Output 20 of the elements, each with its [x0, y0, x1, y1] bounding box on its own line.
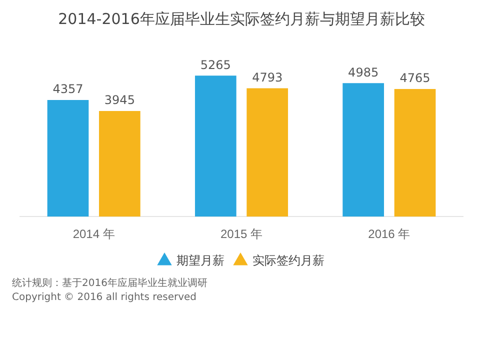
data-label: 4357	[52, 82, 84, 96]
bar	[47, 100, 89, 217]
data-label: 4793	[252, 70, 283, 84]
legend-label: 实际签约月薪	[252, 253, 324, 268]
x-tick-label: 2016 年	[368, 227, 410, 242]
data-label: 4985	[348, 65, 379, 80]
text: 统计规则：基于2016年应届毕业生就业调研	[12, 277, 208, 291]
bar	[394, 89, 436, 217]
x-tick-label: 2014 年	[72, 227, 115, 242]
bar	[194, 76, 236, 217]
data-label: 5265	[200, 58, 231, 72]
x-tick-label: 2015 年	[220, 227, 263, 242]
bar	[99, 111, 140, 217]
text: Copyright © 2016 all rights reserved	[12, 291, 198, 305]
data-label: 4765	[400, 71, 430, 86]
data-label: 3945	[104, 93, 135, 108]
bar	[342, 83, 384, 217]
bar	[246, 88, 288, 217]
chart-title: 2014-2016年应届毕业生实际签约月薪与期望月薪比较	[57, 10, 426, 30]
legend-label: 期望月薪	[176, 253, 224, 268]
